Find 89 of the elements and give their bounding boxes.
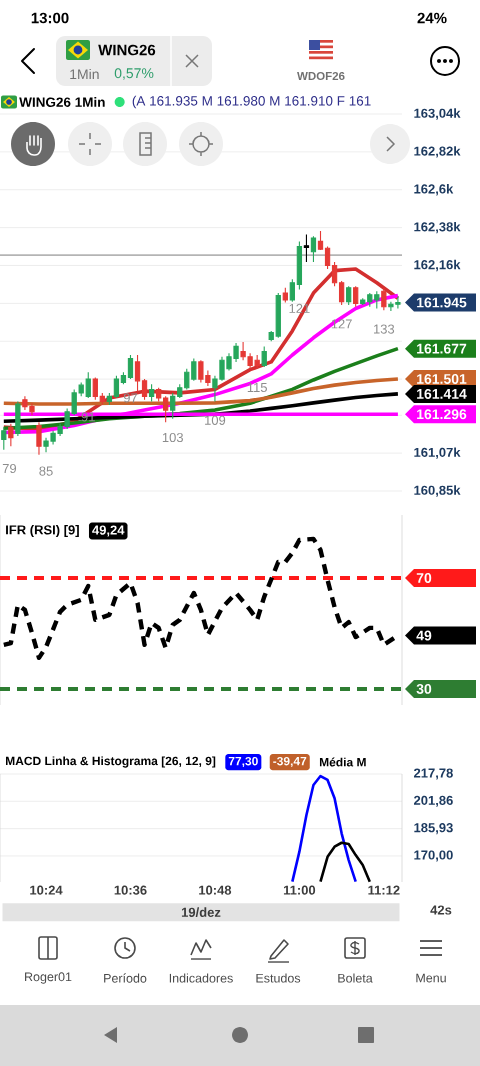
text: 77,30 [228, 756, 258, 768]
candlestick [156, 387, 162, 403]
annotation: 103 [162, 432, 183, 443]
x-axis-title: 19/dez [181, 907, 221, 918]
line-series [291, 774, 357, 883]
y-tick-label: 160,85k [414, 485, 461, 497]
y-tick-label: 170,00 [414, 850, 453, 862]
x-tick-label: 10:36 [114, 885, 147, 895]
y-tick-label: 185,93 [414, 823, 453, 835]
y-tick-label: 162,82k [414, 146, 461, 158]
candlestick [338, 280, 345, 306]
y-tick-label: 162,16k [414, 259, 461, 272]
x-tick-label: 10:24 [30, 885, 63, 895]
chart-title: MACD Linha & Histograma [26, 12, 9] [6, 756, 216, 768]
annotation: 127 [331, 319, 352, 329]
candlestick [296, 240, 303, 291]
text: Estudos [256, 973, 301, 983]
text: Menu [416, 973, 446, 983]
candlestick [8, 423, 14, 447]
text: WDOF26 [297, 71, 345, 81]
data-label: 161.414 [417, 388, 467, 399]
text: (A 161.935 M 161.980 M 161.910 F 161 [132, 95, 371, 109]
data-label: 161.677 [417, 343, 467, 354]
chart-title: WING26 1Min [19, 97, 105, 107]
candlestick [36, 421, 42, 456]
candlestick [113, 375, 120, 399]
text: Roger01 [25, 972, 72, 984]
y-tick-label: 162,6k [414, 184, 454, 196]
data-label: 49 [416, 630, 432, 641]
text: 0,57% [114, 68, 154, 80]
ref-line-label: 70 [416, 573, 432, 583]
text: Período [104, 973, 147, 983]
candlestick [92, 376, 98, 401]
candlestick [331, 261, 338, 287]
annotation: 115 [247, 382, 267, 393]
data-label: 161.501 [417, 373, 467, 384]
candlestick [282, 287, 288, 304]
y-tick-label: 201,86 [413, 795, 453, 807]
candlestick [261, 345, 267, 368]
text: WING26 [98, 44, 156, 56]
text: -39,47 [273, 756, 307, 768]
text: 42s [430, 905, 452, 915]
y-tick-label: 163,04k [414, 108, 461, 120]
candlestick [148, 383, 155, 403]
candlestick [346, 285, 352, 306]
line-series [319, 841, 372, 883]
text: Média M [319, 757, 366, 767]
candlestick [141, 378, 148, 401]
candlestick [99, 392, 105, 406]
annotation: 109 [205, 415, 226, 425]
y-tick-label: 217,78 [413, 768, 453, 780]
candlestick [85, 371, 91, 399]
candlestick [15, 400, 21, 437]
annotation: 79 [2, 463, 17, 474]
candlestick [289, 278, 295, 303]
candlestick [134, 354, 141, 392]
annotation: 49,24 [92, 525, 125, 537]
annotation: 97 [123, 393, 138, 403]
candlestick [275, 292, 281, 339]
candlestick [1, 426, 7, 451]
y-tick-label: 161,07k [414, 447, 461, 459]
text: IFR (RSI) [9] [6, 524, 79, 538]
ref-line-label: 30 [416, 683, 432, 694]
candlestick [127, 354, 134, 380]
x-tick-label: 11:12 [368, 885, 400, 895]
candlestick [317, 230, 324, 251]
candlestick [106, 392, 113, 406]
candlestick [310, 235, 317, 263]
annotation: 85 [39, 466, 53, 476]
candlestick [303, 233, 310, 263]
text: Boleta [338, 973, 373, 983]
candlestick [163, 395, 169, 423]
data-label: 161.296 [417, 409, 467, 420]
candlestick [268, 330, 274, 342]
annotation: 133 [373, 324, 395, 334]
text: Indicadores [169, 973, 233, 983]
text: 13:00 [31, 12, 69, 24]
text: 24% [417, 12, 447, 24]
text: 1Min [70, 68, 99, 80]
candlestick [381, 287, 387, 311]
y-tick-label: 162,38k [414, 221, 461, 234]
candlestick [353, 285, 359, 308]
x-tick-label: 11:00 [283, 885, 316, 895]
candlestick [324, 246, 331, 270]
annotation: 161.945 [417, 297, 467, 308]
candlestick [360, 297, 366, 306]
x-tick-label: 10:48 [199, 885, 232, 895]
candlestick [170, 392, 176, 420]
candlestick [120, 371, 127, 385]
